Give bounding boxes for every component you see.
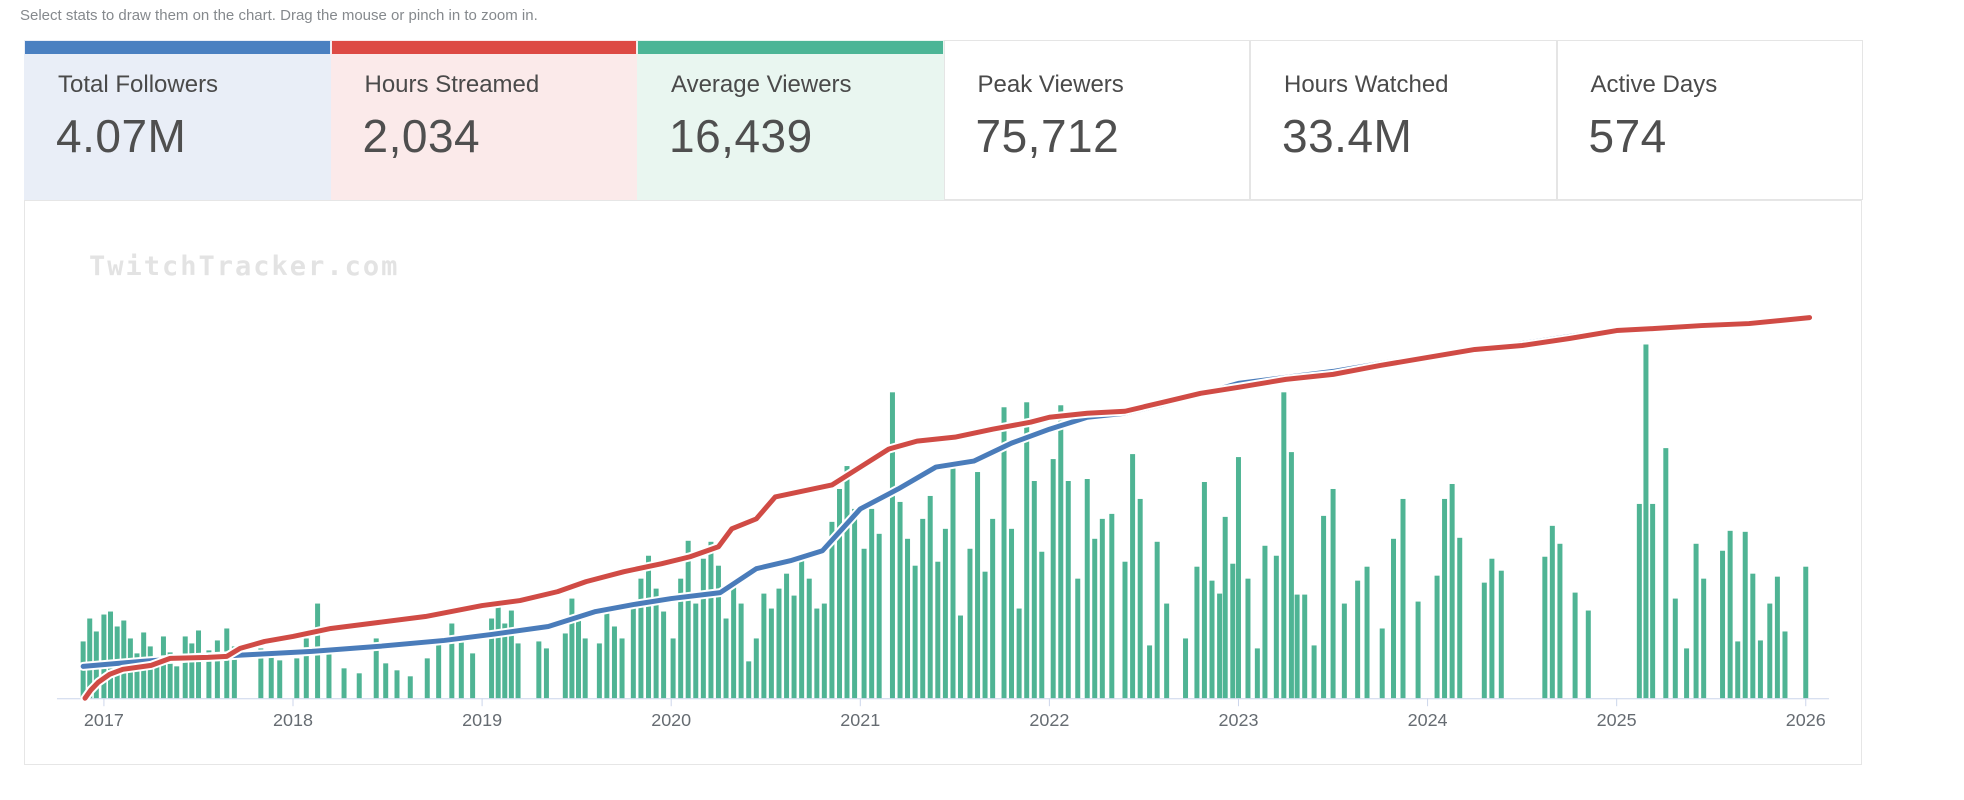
watermark: TwitchTracker.com	[89, 251, 400, 282]
stat-card-value: 33.4M	[1282, 110, 1413, 162]
year-label: 2020	[651, 710, 691, 730]
stat-card-hours-streamed[interactable]: Hours Streamed 2,034	[330, 40, 637, 200]
stat-card-label: Active Days	[1590, 71, 1718, 98]
chart-panel[interactable]: TwitchTracker.com 2017 2018 2019 2020 2021 20…	[24, 200, 1862, 765]
stat-cards-row: Total Followers 4.07M Hours Streamed 2,0…	[24, 40, 1863, 200]
year-label: 2019	[462, 710, 502, 730]
stat-card-value: 16,439	[669, 110, 813, 162]
stat-card-label: Hours Watched	[1284, 71, 1449, 98]
year-label: 2017	[84, 710, 124, 730]
year-label: 2023	[1219, 710, 1259, 730]
year-label: 2024	[1408, 710, 1448, 730]
followers-accent-bar	[25, 41, 330, 54]
stat-card-label: Peak Viewers	[977, 71, 1124, 98]
stat-card-value: 75,712	[975, 110, 1120, 162]
stat-card-hours-watched[interactable]: Hours Watched 33.4M	[1250, 40, 1557, 200]
chart-hint-text: Select stats to draw them on the chart. …	[20, 7, 538, 24]
year-label: 2026	[1786, 710, 1826, 730]
year-label: 2025	[1597, 710, 1637, 730]
hours-streamed-line	[82, 315, 1813, 701]
stat-card-peak-viewers[interactable]: Peak Viewers 75,712	[943, 40, 1250, 200]
year-label: 2022	[1029, 710, 1069, 730]
stat-card-label: Average Viewers	[671, 71, 852, 98]
stat-card-value: 2,034	[362, 110, 481, 162]
hours-streamed-accent-bar	[331, 41, 636, 54]
stat-card-value: 574	[1588, 110, 1667, 162]
stat-card-label: Total Followers	[58, 71, 219, 98]
stat-card-total-followers[interactable]: Total Followers 4.07M	[24, 40, 331, 200]
stat-card-label: Hours Streamed	[364, 71, 540, 98]
average-viewers-accent-bar	[638, 41, 943, 54]
year-label: 2021	[840, 710, 880, 730]
year-label: 2018	[273, 710, 313, 730]
stat-card-active-days[interactable]: Active Days 574	[1556, 40, 1863, 200]
stat-card-average-viewers[interactable]: Average Viewers 16,439	[637, 40, 944, 200]
stat-card-value: 4.07M	[56, 110, 187, 162]
chart-svg: 2017 2018 2019 2020 2021 2022 2023 2024 2025 2026	[56, 313, 1830, 730]
x-axis-ticks-labels: 2017 2018 2019 2020 2021 2022 2023 2024 2025 2026	[84, 698, 1826, 730]
